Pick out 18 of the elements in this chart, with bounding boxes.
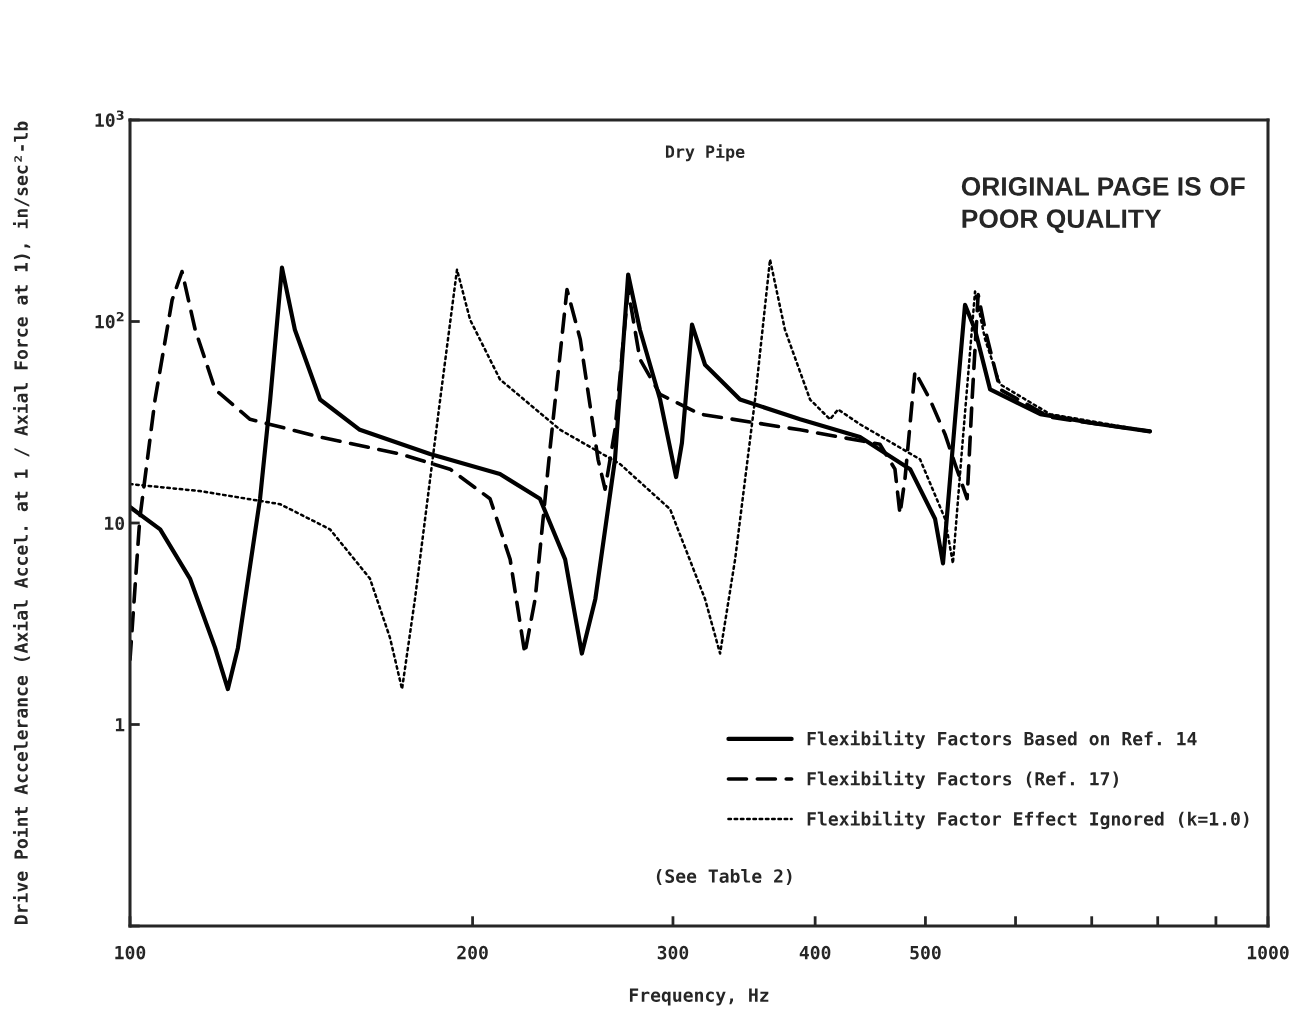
y-tick-label: 10	[105, 516, 125, 531]
x-tick-label: 500	[910, 945, 941, 960]
legend-label: Flexibility Factors Based on Ref. 14	[807, 730, 1197, 749]
legend-label: Flexibility Factors (Ref. 17)	[807, 770, 1118, 790]
y-tick-label: 10$^{2}$	[95, 311, 124, 329]
x-tick-label: 300	[657, 945, 689, 960]
text: Dry Pipe	[665, 144, 745, 162]
y-tick-label: 10$^{3}$	[95, 110, 124, 127]
annotation: ORIGINAL PAGE IS OF POOR QUALITY	[961, 177, 1245, 233]
legend-label: Flexibility Factor Effect Ignored (k=1.0)	[807, 810, 1249, 830]
annotation: (See Table 2)	[656, 868, 792, 885]
x-tick-label: 1000	[1247, 945, 1289, 960]
x-tick-label: 100	[115, 945, 146, 960]
x-tick-label: 400	[799, 945, 831, 960]
y-axis-title: Drive Point Accelerance (Axial Accel. at 1 / Axial Force at 1), in/sec²-lb	[12, 121, 31, 924]
x-tick-label: 200	[457, 945, 488, 960]
x-axis-title: Frequency, Hz	[629, 988, 769, 1006]
y-tick-label: 1	[115, 718, 125, 732]
